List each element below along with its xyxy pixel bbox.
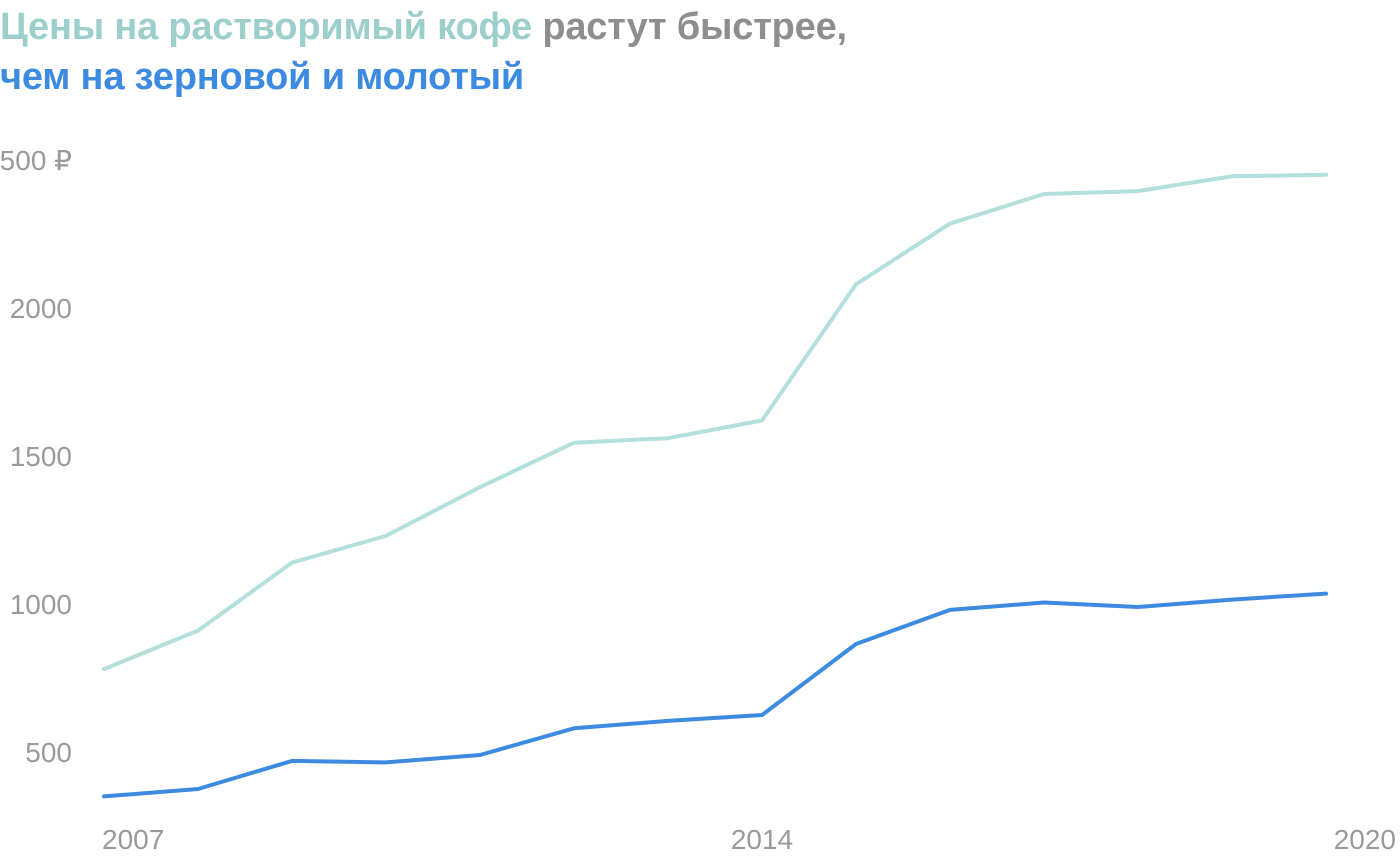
title-instant-coffee: Цены на растворимый кофе — [0, 6, 532, 48]
x-tick-label: 2014 — [731, 824, 793, 855]
y-tick-label: 2000 — [10, 293, 72, 324]
y-tick-label: 2500 ₽ — [0, 145, 72, 176]
x-tick-label: 2007 — [102, 824, 164, 855]
chart-title: Цены на растворимый кофе растут быстрее,… — [0, 2, 847, 102]
title-ground-coffee: чем на зерновой и молотый — [0, 56, 525, 98]
y-tick-label: 1000 — [10, 589, 72, 620]
x-tick-label: 2020 — [1334, 824, 1396, 855]
series-line-ground — [102, 591, 1328, 799]
series-layer — [102, 172, 1328, 799]
x-axis: 2007 2014 2020 — [102, 824, 1396, 855]
title-grows-faster: растут быстрее, — [532, 6, 847, 48]
y-tick-label: 500 — [25, 737, 72, 768]
y-tick-label: 1500 — [10, 441, 72, 472]
y-axis: 2500 ₽ 2000 1500 1000 500 — [0, 145, 72, 768]
series-line-instant — [102, 172, 1328, 672]
